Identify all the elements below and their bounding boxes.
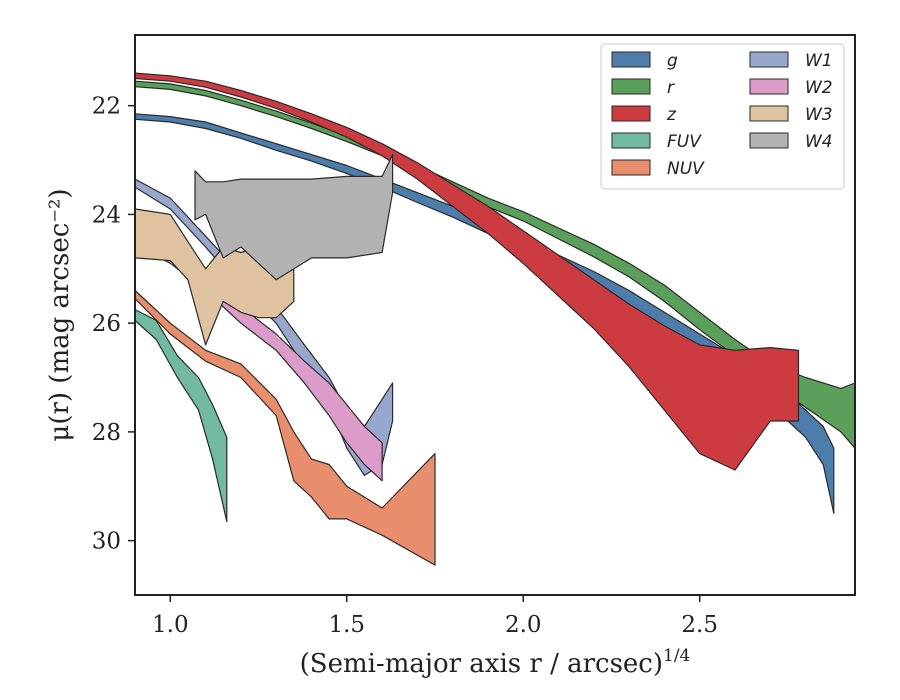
x-tick-label: 1.5 [328, 612, 365, 638]
y-tick-label: 24 [92, 202, 121, 228]
y-tick-label: 26 [92, 311, 121, 337]
legend-swatch [749, 132, 789, 149]
band-nuv [135, 289, 436, 566]
x-tick-label: 1.0 [152, 612, 189, 638]
band-w3 [135, 208, 295, 346]
legend-label: g [667, 51, 678, 71]
axis-ticks: 1.0 1.5 2.0 2.5 22 24 26 28 30 [92, 94, 718, 638]
plot-frame [134, 34, 856, 596]
band-z [135, 72, 800, 471]
legend-label: W3 [805, 105, 833, 125]
legend-swatch [611, 51, 651, 68]
x-tick-label: 2.0 [505, 612, 542, 638]
legend-swatch [611, 78, 651, 95]
x-tick-label: 2.5 [681, 612, 718, 638]
legend-label: W1 [805, 51, 833, 71]
legend-label: W2 [805, 78, 833, 98]
legend-swatch [611, 132, 651, 149]
legend-label: FUV [667, 132, 702, 152]
y-tick-label: 22 [92, 94, 121, 120]
legend-label: NUV [667, 159, 705, 179]
legend-label: W4 [805, 132, 833, 152]
x-axis-label: (Semi-major axis r / arcsec)1/4 [300, 646, 691, 679]
legend-label: r [667, 78, 675, 98]
legend-label: z [666, 105, 677, 125]
legend-swatch [611, 159, 651, 176]
legend-swatch [749, 78, 789, 95]
band-fuv [135, 309, 228, 523]
legend: grz FUV NUV W1 W2 W3 W4 [600, 43, 845, 190]
y-tick-label: 30 [92, 529, 121, 555]
legend-swatch [749, 51, 789, 68]
profile-bands [135, 72, 855, 566]
y-tick-label: 28 [92, 420, 121, 446]
y-axis-label: μ(r) (mag arcsec⁻²) [45, 188, 75, 441]
legend-swatch [611, 105, 651, 122]
legend-swatch [749, 105, 789, 122]
band-w4 [194, 154, 394, 281]
